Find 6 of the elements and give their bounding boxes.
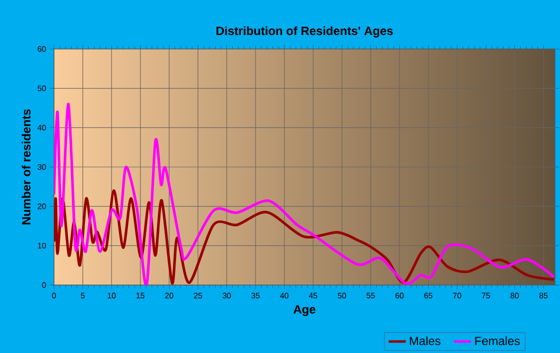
y-axis-title: Number of residents [22, 109, 31, 224]
legend-label: Males [410, 336, 440, 346]
legend-label: Females [475, 336, 520, 346]
line-series [54, 102, 556, 285]
chart-title: Distribution of Residents' Ages [216, 26, 393, 38]
x-axis-title: Age [294, 305, 316, 316]
